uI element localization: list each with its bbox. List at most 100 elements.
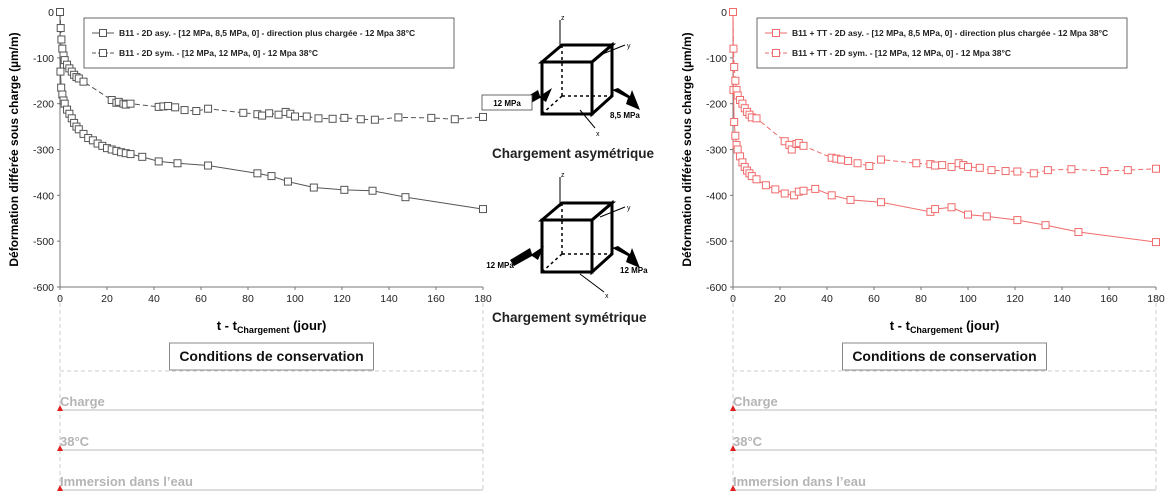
data-point [267,172,276,181]
y-axis-label: y [627,43,631,50]
data-point [79,77,88,86]
data-point [173,159,182,168]
data-point [138,152,147,161]
data-point [1100,167,1109,176]
y-tick-label: -200 [706,99,727,111]
x-axis-title-sub: Chargement [910,325,963,335]
data-point [302,112,311,121]
data-point [1067,165,1076,174]
cube-side [590,41,614,118]
z-axis-label: z [561,172,565,179]
conditions-marker [57,485,63,491]
data-point [126,99,135,108]
data-point [877,155,886,164]
conditions-marker [730,485,736,491]
data-point [1029,169,1038,178]
y-tick-label: -400 [706,190,727,202]
x-axis-title: t - tChargement (jour) [217,318,327,335]
y-tick-label: -600 [706,282,727,294]
left-load-arrow [510,246,544,266]
data-point [811,184,820,193]
y-tick-label: 0 [721,7,727,19]
data-point [931,161,940,170]
y-tick-label: -400 [33,190,54,202]
data-point [450,115,459,124]
data-point [314,114,323,123]
data-point [987,166,996,175]
data-point [912,159,921,168]
right-load-arrow [612,88,640,110]
asym-right-load-label: 8,5 MPa [610,111,640,120]
x-tick-label: 20 [101,293,113,305]
data-point [291,112,299,121]
y-tick-label: -300 [706,145,727,157]
z-axis-label: z [561,15,565,22]
data-point [1041,221,1050,230]
cube-front [540,60,594,116]
legend-entry-1: B11 + TT - 2D asy. - [12 MPa, 8,5 MPa, 0… [792,28,1108,38]
data-point [827,191,836,200]
data-point [239,108,248,117]
chart-right-svg: 0-100-200-300-400-500-600020406080100120… [680,7,1165,492]
conditions-title-box [169,342,374,371]
data-point [394,113,403,122]
data-point [1074,228,1083,236]
x-tick-label: 140 [1053,293,1071,305]
data-point [1043,166,1052,175]
x-tick-label: 40 [821,293,833,305]
conditions-row-label: Charge [60,394,105,409]
data-point [340,185,349,194]
x-axis-title-unit: (jour) [962,318,999,333]
x-tick-label: 60 [195,293,207,305]
legend-marker-2 [772,49,780,57]
data-point [731,131,740,140]
chart-right: 0-100-200-300-400-500-600020406080100120… [668,0,1167,492]
data-point [846,195,855,204]
data-point [154,157,163,166]
y-tick-label: -100 [33,53,54,65]
x-axis-title-main: t - t [890,318,911,333]
data-point [1013,216,1022,225]
data-point [164,101,173,110]
cube-diagrams-svg: z y x 12 MPa 8,5 MPa z y x [481,15,648,300]
data-point [171,103,180,112]
data-point [479,112,487,121]
right-load-arrow [612,246,640,268]
data-point [283,177,292,186]
x-axis-title-unit: (jour) [289,318,326,333]
data-point [947,203,956,212]
data-point [938,161,947,170]
loading-diagrams: z y x 12 MPa 8,5 MPa z y x [480,0,680,340]
cube-front [540,218,594,274]
chart-left: 0-100-200-300-400-500-600020406080100120… [0,0,500,492]
data-point [56,8,64,16]
data-point [274,110,283,119]
legend-entry-2: B11 + TT - 2D sym. - [12 MPa, 12 MPa, 0]… [792,48,1011,58]
data-point [729,44,738,53]
data-point [57,35,66,44]
data-point [56,67,65,76]
data-point [787,145,796,154]
data-point [328,114,337,123]
x-tick-label: 20 [774,293,786,305]
x-axis-title-sub: Chargement [237,325,290,335]
legend-entry-2: B11 - 2D sym. - [12 MPa, 12 MPa, 0] - 12… [119,48,318,58]
data-point [1013,167,1022,176]
x-tick-label: 40 [148,293,160,305]
data-point [370,115,379,124]
y-tick-label: -100 [706,53,727,65]
conditions-marker [730,445,736,451]
conditions-marker [57,405,63,411]
y-tick-label: -500 [706,236,727,248]
data-point [982,212,991,221]
y-axis-title: Déformation différée sous charge (µm/m) [680,32,694,266]
sym-right-load-label: 12 MPa [620,266,648,275]
data-point [947,162,956,171]
data-point [57,83,66,92]
data-point [258,111,267,120]
data-point [340,113,349,122]
y-tick-label: -500 [33,236,54,248]
data-point [427,113,436,122]
y-axis-label: y [627,205,631,212]
data-point [931,205,940,214]
